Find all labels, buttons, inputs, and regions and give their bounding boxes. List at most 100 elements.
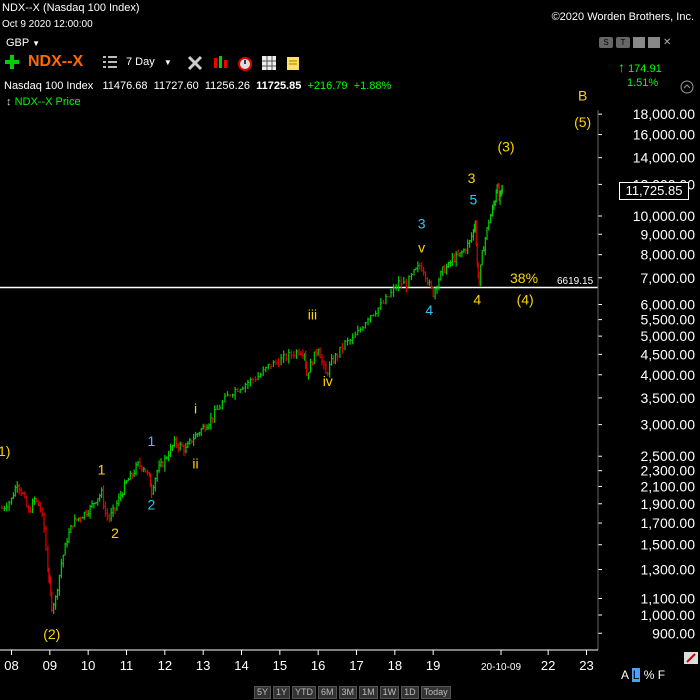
y-tick-label: 14,000.00 — [633, 150, 695, 166]
scale-f[interactable]: F — [657, 668, 666, 682]
y-tick-label: 2,100.00 — [641, 478, 696, 494]
y-tick-label: 1,000.00 — [641, 607, 696, 623]
x-tick-label: 19 — [426, 658, 440, 673]
x-tick-label: 14 — [234, 658, 248, 673]
wave-label: 2 — [148, 496, 156, 512]
x-tick-label: 16 — [311, 658, 325, 673]
x-tick-label: 10 — [81, 658, 95, 673]
series-label: NDX--X Price — [14, 96, 81, 108]
y-tick-label: 4,500.00 — [641, 346, 696, 362]
wave-label: iv — [323, 373, 333, 389]
wave-label: 1 — [148, 433, 156, 449]
range-tab-1d[interactable]: 1D — [401, 686, 419, 699]
symbol-field[interactable]: NDX--X — [28, 53, 84, 70]
scale-l[interactable]: L — [631, 668, 641, 682]
x-tick-label: 23 — [579, 658, 593, 673]
y-tick-label: 18,000.00 — [633, 106, 695, 122]
x-tick-label: 11 — [120, 658, 134, 673]
x-tick-label: 17 — [349, 658, 363, 673]
range-tab-ytd[interactable]: YTD — [292, 686, 317, 699]
range-tab-1m[interactable]: 1M — [359, 686, 378, 699]
list-icon[interactable] — [103, 55, 117, 69]
y-tick-label: 5,500.00 — [641, 312, 696, 328]
y-tick-label: 10,000.00 — [633, 208, 695, 224]
y-tick-label: 9,000.00 — [641, 226, 696, 242]
indicators-icon[interactable] — [212, 54, 230, 72]
range-tab-1y[interactable]: 1Y — [273, 686, 291, 699]
range-tab-5y[interactable]: 5Y — [254, 686, 272, 699]
x-tick-label: 15 — [273, 658, 287, 673]
scale-a[interactable]: A — [621, 668, 629, 682]
x-tick-label: 20-10-09 — [481, 662, 521, 673]
scale-pct[interactable]: % — [643, 668, 655, 682]
window-controls: S T ✕ — [599, 37, 675, 48]
side-change: ↑ 174.91 1.51% — [618, 60, 662, 90]
wave-label: 3 — [418, 216, 426, 232]
close-icon[interactable]: ✕ — [663, 37, 672, 48]
restore-icon[interactable] — [648, 37, 660, 48]
y-tick-label: 900.00 — [652, 625, 695, 641]
tools-icon[interactable] — [186, 54, 204, 72]
alarm-clock-icon[interactable] — [236, 54, 254, 72]
minimize-icon[interactable] — [633, 37, 645, 48]
wave-label: v — [418, 240, 425, 256]
y-tick-label: 3,000.00 — [641, 417, 696, 433]
plus-icon[interactable] — [4, 54, 20, 70]
y-tick-label: 3,500.00 — [641, 390, 696, 406]
range-tab-1w[interactable]: 1W — [379, 686, 400, 699]
change-value: +216.79 — [307, 80, 348, 92]
change-pct-value: +1.88% — [353, 80, 392, 92]
wave-label: 2 — [111, 525, 119, 541]
x-tick-label: 22 — [541, 658, 555, 673]
x-tick-label: 08 — [4, 658, 18, 673]
range-tab-6m[interactable]: 6M — [318, 686, 337, 699]
fib-pct-label: 38% — [510, 270, 539, 286]
y-tick-label: 2,500.00 — [641, 448, 696, 464]
t-button[interactable]: T — [616, 37, 630, 48]
wave-label: 3 — [468, 170, 476, 186]
wave-label: 1 — [98, 461, 106, 477]
quote-line: Nasdaq 100 Index 11476.68 11727.60 11256… — [4, 80, 391, 92]
chart-title: NDX--X (Nasdaq 100 Index) — [2, 2, 140, 14]
wave-label: 5 — [470, 191, 478, 207]
wave-label: (3) — [497, 139, 514, 155]
hline-value-label: 6619.15 — [557, 276, 594, 287]
period-selector[interactable]: 7 Day ▼ — [126, 56, 172, 68]
wave-label: (2) — [43, 626, 60, 642]
side-change-pct: 1.51% — [627, 77, 659, 89]
low-value: 11256.26 — [204, 80, 250, 92]
y-tick-label: 1,300.00 — [641, 562, 696, 578]
wave-label: (4) — [517, 292, 534, 308]
wave-label: i — [194, 400, 197, 416]
index-name: Nasdaq 100 Index — [4, 80, 94, 92]
range-tab-today[interactable]: Today — [420, 686, 451, 699]
x-tick-label: 12 — [158, 658, 172, 673]
wave-label: 4 — [425, 302, 433, 318]
y-tick-label: 1,500.00 — [641, 537, 696, 553]
y-tick-label: 1,100.00 — [641, 590, 696, 606]
wave-label: ii — [192, 455, 198, 471]
copyright: ©2020 Worden Brothers, Inc. — [551, 11, 694, 23]
high-value: 11727.60 — [153, 80, 199, 92]
y-tick-label: 1,900.00 — [641, 496, 696, 512]
scale-buttons: A L % F — [621, 668, 665, 682]
y-tick-label: 1,700.00 — [641, 515, 696, 531]
close-value: 11725.85 — [256, 80, 302, 92]
grid-icon[interactable] — [260, 54, 278, 72]
pencil-icon[interactable] — [684, 651, 698, 664]
range-tab-3m[interactable]: 3M — [338, 686, 358, 699]
y-tick-label: 5,000.00 — [641, 328, 696, 344]
open-value: 11476.68 — [102, 80, 148, 92]
side-change-value: 174.91 — [628, 63, 662, 75]
series-legend[interactable]: ↕ NDX--X Price — [6, 96, 81, 108]
y-tick-label: 6,000.00 — [641, 297, 696, 313]
currency-selector[interactable]: GBP ▼ — [6, 37, 40, 49]
x-tick-label: 18 — [388, 658, 402, 673]
x-tick-label: 13 — [196, 658, 210, 673]
wave-label: (5) — [574, 114, 591, 130]
up-arrow-icon: ↑ — [618, 59, 625, 75]
s-button[interactable]: S — [599, 37, 613, 48]
note-icon[interactable] — [284, 54, 302, 72]
circle-up-icon[interactable] — [680, 80, 694, 94]
